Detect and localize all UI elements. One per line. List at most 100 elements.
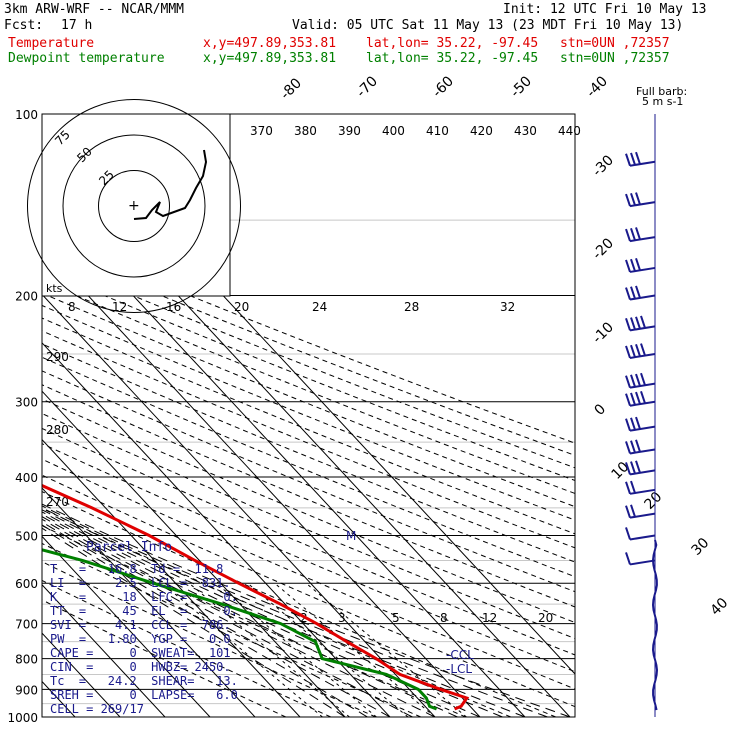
- barb-flag: [640, 390, 646, 404]
- moist-adiabat-line: [42, 507, 526, 717]
- dry-adiabat-line: [42, 384, 575, 608]
- temperature-station: stn=0UN ,72357: [560, 36, 670, 51]
- isotherm-line: [42, 245, 481, 717]
- theta-label: 420: [470, 124, 493, 138]
- barb-flag: [630, 504, 636, 518]
- barb-flag: [635, 227, 641, 240]
- theta-label: 380: [294, 124, 317, 138]
- moist-adiabat-line: [42, 503, 571, 717]
- isotherm-line: [42, 342, 391, 717]
- barb-staff: [629, 534, 656, 541]
- dewpoint-trace: [42, 548, 438, 711]
- speed-label: 24: [312, 300, 327, 314]
- barb-flag: [635, 373, 641, 387]
- barb-flag: [635, 416, 641, 430]
- barb-flag: [625, 153, 631, 167]
- dry-adiabat-line: [42, 292, 575, 508]
- barb-staff: [629, 559, 656, 566]
- hodograph-trace: [133, 149, 208, 220]
- sounding-traces: [42, 483, 470, 711]
- dry-adiabat-line: [42, 458, 575, 690]
- barb-flag: [630, 417, 636, 431]
- isotherm-label: 0: [592, 401, 610, 419]
- hodograph-ring: [98, 170, 170, 242]
- dry-adiabat-line: [42, 343, 575, 563]
- pressure-tick-label: 1000: [7, 711, 38, 725]
- theta-label: 440: [558, 124, 581, 138]
- barb-flag: [625, 393, 631, 407]
- plot-frame: [41, 113, 576, 718]
- barb-flag: [635, 285, 641, 299]
- storm-motion-marker: +: [128, 198, 140, 214]
- barb-flag: [630, 480, 636, 494]
- theta-label: 400: [382, 124, 405, 138]
- isotherm-line: [42, 293, 436, 717]
- pressure-tick-label: 600: [15, 577, 38, 591]
- parcel-info-line: T = 16.8 Td = 11.8: [50, 562, 224, 576]
- barb-flag: [635, 258, 641, 271]
- theta-label: 430: [514, 124, 537, 138]
- theta-label: 410: [426, 124, 449, 138]
- init-time: Init: 12 UTC Fri 10 May 13: [503, 2, 707, 17]
- moist-adiabat-line: [42, 527, 346, 717]
- isotherm-label: -20: [590, 235, 617, 262]
- moist-adiabat-line: [42, 511, 481, 717]
- dewpoint-station: stn=0UN ,72357: [560, 51, 670, 66]
- dry-adiabat-line: [42, 398, 575, 624]
- ccl-marker: -CCL: [446, 648, 474, 662]
- speed-label: 8: [68, 300, 76, 314]
- barb-flag: [630, 258, 636, 272]
- mixing-ratio-label: 8: [440, 611, 448, 625]
- forecast-label: Fcst:: [4, 18, 44, 33]
- dry-adiabat-line: [42, 507, 511, 717]
- barb-flag: [625, 462, 631, 475]
- parcel-info-line: PW = 1.80 YGP = 0.0: [50, 632, 231, 646]
- barb-flag: [625, 481, 631, 495]
- isotherm-label: -60: [430, 73, 457, 100]
- dry-adiabat-line: [42, 599, 287, 717]
- barb-flag: [635, 151, 641, 165]
- adiabat-label: 270: [46, 495, 69, 509]
- isotherm-label: -50: [508, 73, 535, 100]
- temperature-latlon: lat,lon= 35.22, -97.45: [366, 36, 539, 51]
- dry-adiabat-line: [42, 561, 377, 717]
- barb-flag: [635, 391, 641, 405]
- temperature-legend: Temperature: [8, 36, 95, 51]
- barb-flag: [625, 375, 631, 388]
- mixing-ratio-label: 3: [338, 611, 346, 625]
- theta-label: 390: [338, 124, 361, 138]
- parcel-info-line: K = 18 LFC = 0.: [50, 590, 238, 604]
- barb-key-label: Full barb:: [636, 85, 687, 98]
- pressure-tick-label: 700: [15, 618, 38, 632]
- parcel-info-line: LI = 2.5 LCL = 831.: [50, 576, 231, 590]
- isotherm-label: -80: [278, 75, 305, 102]
- isotherm-line: [42, 390, 346, 717]
- barb-flag: [630, 392, 636, 406]
- barb-flag: [625, 345, 631, 359]
- barb-flag: [625, 418, 631, 431]
- barb-flag: [625, 193, 631, 207]
- isotherm-label: -30: [590, 152, 617, 179]
- barb-flag: [625, 259, 631, 273]
- model-title: 3km ARW-WRF -- NCAR/MMM: [4, 2, 185, 17]
- pressure-tick-label: 100: [15, 108, 38, 122]
- pressure-tick-label: 800: [15, 653, 38, 667]
- theta-label: 370: [250, 124, 273, 138]
- isotherm-label: 30: [689, 535, 713, 559]
- barb-flag: [625, 441, 631, 454]
- barb-flag: [635, 316, 641, 330]
- parcel-info-title: Parcel Info: [86, 540, 173, 555]
- isotherm-label: -70: [354, 73, 381, 100]
- dry-adiabat-line: [42, 490, 556, 717]
- isotherm-label: 40: [708, 595, 732, 619]
- barb-flag: [630, 192, 636, 206]
- moist-adiabat-line: [42, 521, 391, 717]
- dry-adiabat-line: [42, 245, 575, 456]
- barb-flag: [625, 318, 631, 331]
- dewpoint-xy: x,y=497.89,353.81: [203, 51, 337, 66]
- speed-label: 28: [404, 300, 419, 314]
- dry-adiabat-line: [42, 443, 575, 673]
- parcel-info-line: CELL = 269/17: [50, 702, 144, 716]
- barb-flag: [630, 286, 636, 300]
- isotherm-line: [42, 584, 166, 717]
